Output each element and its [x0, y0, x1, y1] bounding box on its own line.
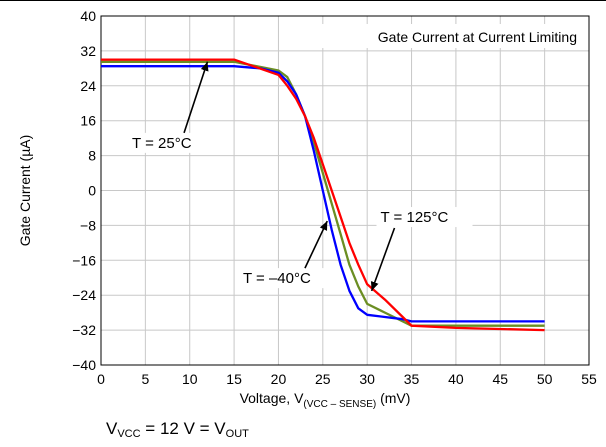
y-tick-label: 40 [80, 8, 96, 24]
x-tick-label: 55 [581, 371, 597, 387]
y-tick-label: −40 [72, 357, 96, 373]
y-tick-label: 8 [88, 148, 96, 164]
y-tick-labels: 40 32 24 16 8 0 −8 −16 −24 −32 −40 [72, 8, 96, 373]
annotation-label-bg [128, 132, 227, 153]
x-tick-label: 20 [271, 371, 287, 387]
x-tick-label: 35 [404, 371, 420, 387]
annotation-label: T = 125°C [380, 209, 448, 226]
y-tick-label: −8 [80, 217, 96, 233]
annotation-label: T = 25°C [132, 135, 192, 152]
y-axis-title: Gate Current (µA) [17, 135, 33, 247]
x-tick-label: 25 [315, 371, 331, 387]
x-axis-title-unit: (mV) [376, 390, 410, 406]
y-tick-label: 32 [80, 43, 96, 59]
caption-sub-out: OUT [225, 428, 249, 440]
x-tick-label: 0 [97, 371, 105, 387]
condition-caption: VVCC = 12 V = VOUT [106, 419, 249, 440]
x-tick-labels: 0 5 10 15 20 25 30 35 40 45 50 55 [97, 371, 597, 387]
x-tick-label: 40 [448, 371, 464, 387]
x-tick-label: 10 [182, 371, 198, 387]
y-tick-label: 16 [80, 113, 96, 129]
top-border [0, 0, 606, 1]
x-tick-label: 15 [226, 371, 242, 387]
annotation-arrow [304, 220, 328, 269]
title-box [301, 24, 581, 48]
caption-mid: = 12 V = V [140, 419, 226, 438]
grid [101, 16, 589, 365]
x-axis-title: Voltage, V(VCC – SENSE) (mV) [240, 390, 411, 410]
series-line-red [101, 58, 545, 332]
annotation-arrow [370, 227, 396, 292]
annotation-label-bg [238, 268, 329, 289]
annotation-label-bg [376, 207, 473, 228]
gate-current-chart: Gate Current at Current Limiting 40 32 24 1… [17, 8, 597, 410]
x-axis-title-sub: (VCC – SENSE) [303, 399, 376, 410]
caption-sub-vcc: VCC [117, 428, 141, 440]
annotation-label: T = –40°C [243, 270, 311, 287]
plot-frame [100, 15, 590, 366]
x-axis-title-main: Voltage, V [240, 390, 304, 406]
x-tick-label: 30 [359, 371, 375, 387]
series-lines [101, 58, 545, 332]
chart-title: Gate Current at Current Limiting [378, 29, 577, 45]
y-tick-label: 24 [80, 78, 96, 94]
y-tick-label: −32 [72, 322, 96, 338]
annotations: T = 25°C T = –40°C T = 125°C [128, 61, 473, 292]
y-tick-label: −24 [72, 287, 96, 303]
y-tick-label: −16 [72, 252, 96, 268]
series-line-blue [101, 65, 545, 323]
y-tick-label: 0 [88, 183, 96, 199]
x-tick-label: 45 [492, 371, 508, 387]
x-tick-label: 5 [141, 371, 149, 387]
annotation-arrow [183, 61, 209, 134]
series-line-green [101, 60, 545, 327]
caption-v1: V [106, 419, 118, 438]
x-tick-label: 50 [537, 371, 553, 387]
